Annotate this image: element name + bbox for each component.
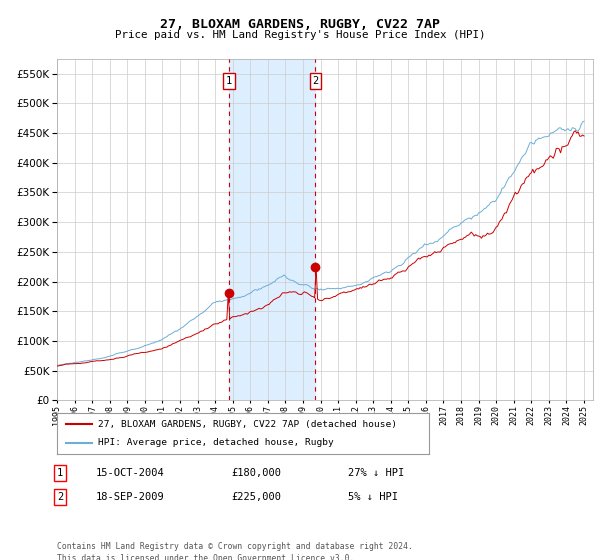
- Text: 27, BLOXAM GARDENS, RUGBY, CV22 7AP (detached house): 27, BLOXAM GARDENS, RUGBY, CV22 7AP (det…: [98, 419, 397, 428]
- Text: £225,000: £225,000: [231, 492, 281, 502]
- Text: 1: 1: [57, 468, 63, 478]
- Text: 2: 2: [312, 76, 319, 86]
- Text: 1: 1: [226, 76, 232, 86]
- Text: Contains HM Land Registry data © Crown copyright and database right 2024.
This d: Contains HM Land Registry data © Crown c…: [57, 542, 413, 560]
- Text: £180,000: £180,000: [231, 468, 281, 478]
- Text: 27, BLOXAM GARDENS, RUGBY, CV22 7AP: 27, BLOXAM GARDENS, RUGBY, CV22 7AP: [160, 18, 440, 31]
- Text: Price paid vs. HM Land Registry's House Price Index (HPI): Price paid vs. HM Land Registry's House …: [115, 30, 485, 40]
- Text: 2: 2: [57, 492, 63, 502]
- Text: 18-SEP-2009: 18-SEP-2009: [96, 492, 165, 502]
- Text: 5% ↓ HPI: 5% ↓ HPI: [348, 492, 398, 502]
- Text: 27% ↓ HPI: 27% ↓ HPI: [348, 468, 404, 478]
- Text: 15-OCT-2004: 15-OCT-2004: [96, 468, 165, 478]
- Bar: [229, 59, 316, 400]
- Text: HPI: Average price, detached house, Rugby: HPI: Average price, detached house, Rugb…: [98, 438, 334, 447]
